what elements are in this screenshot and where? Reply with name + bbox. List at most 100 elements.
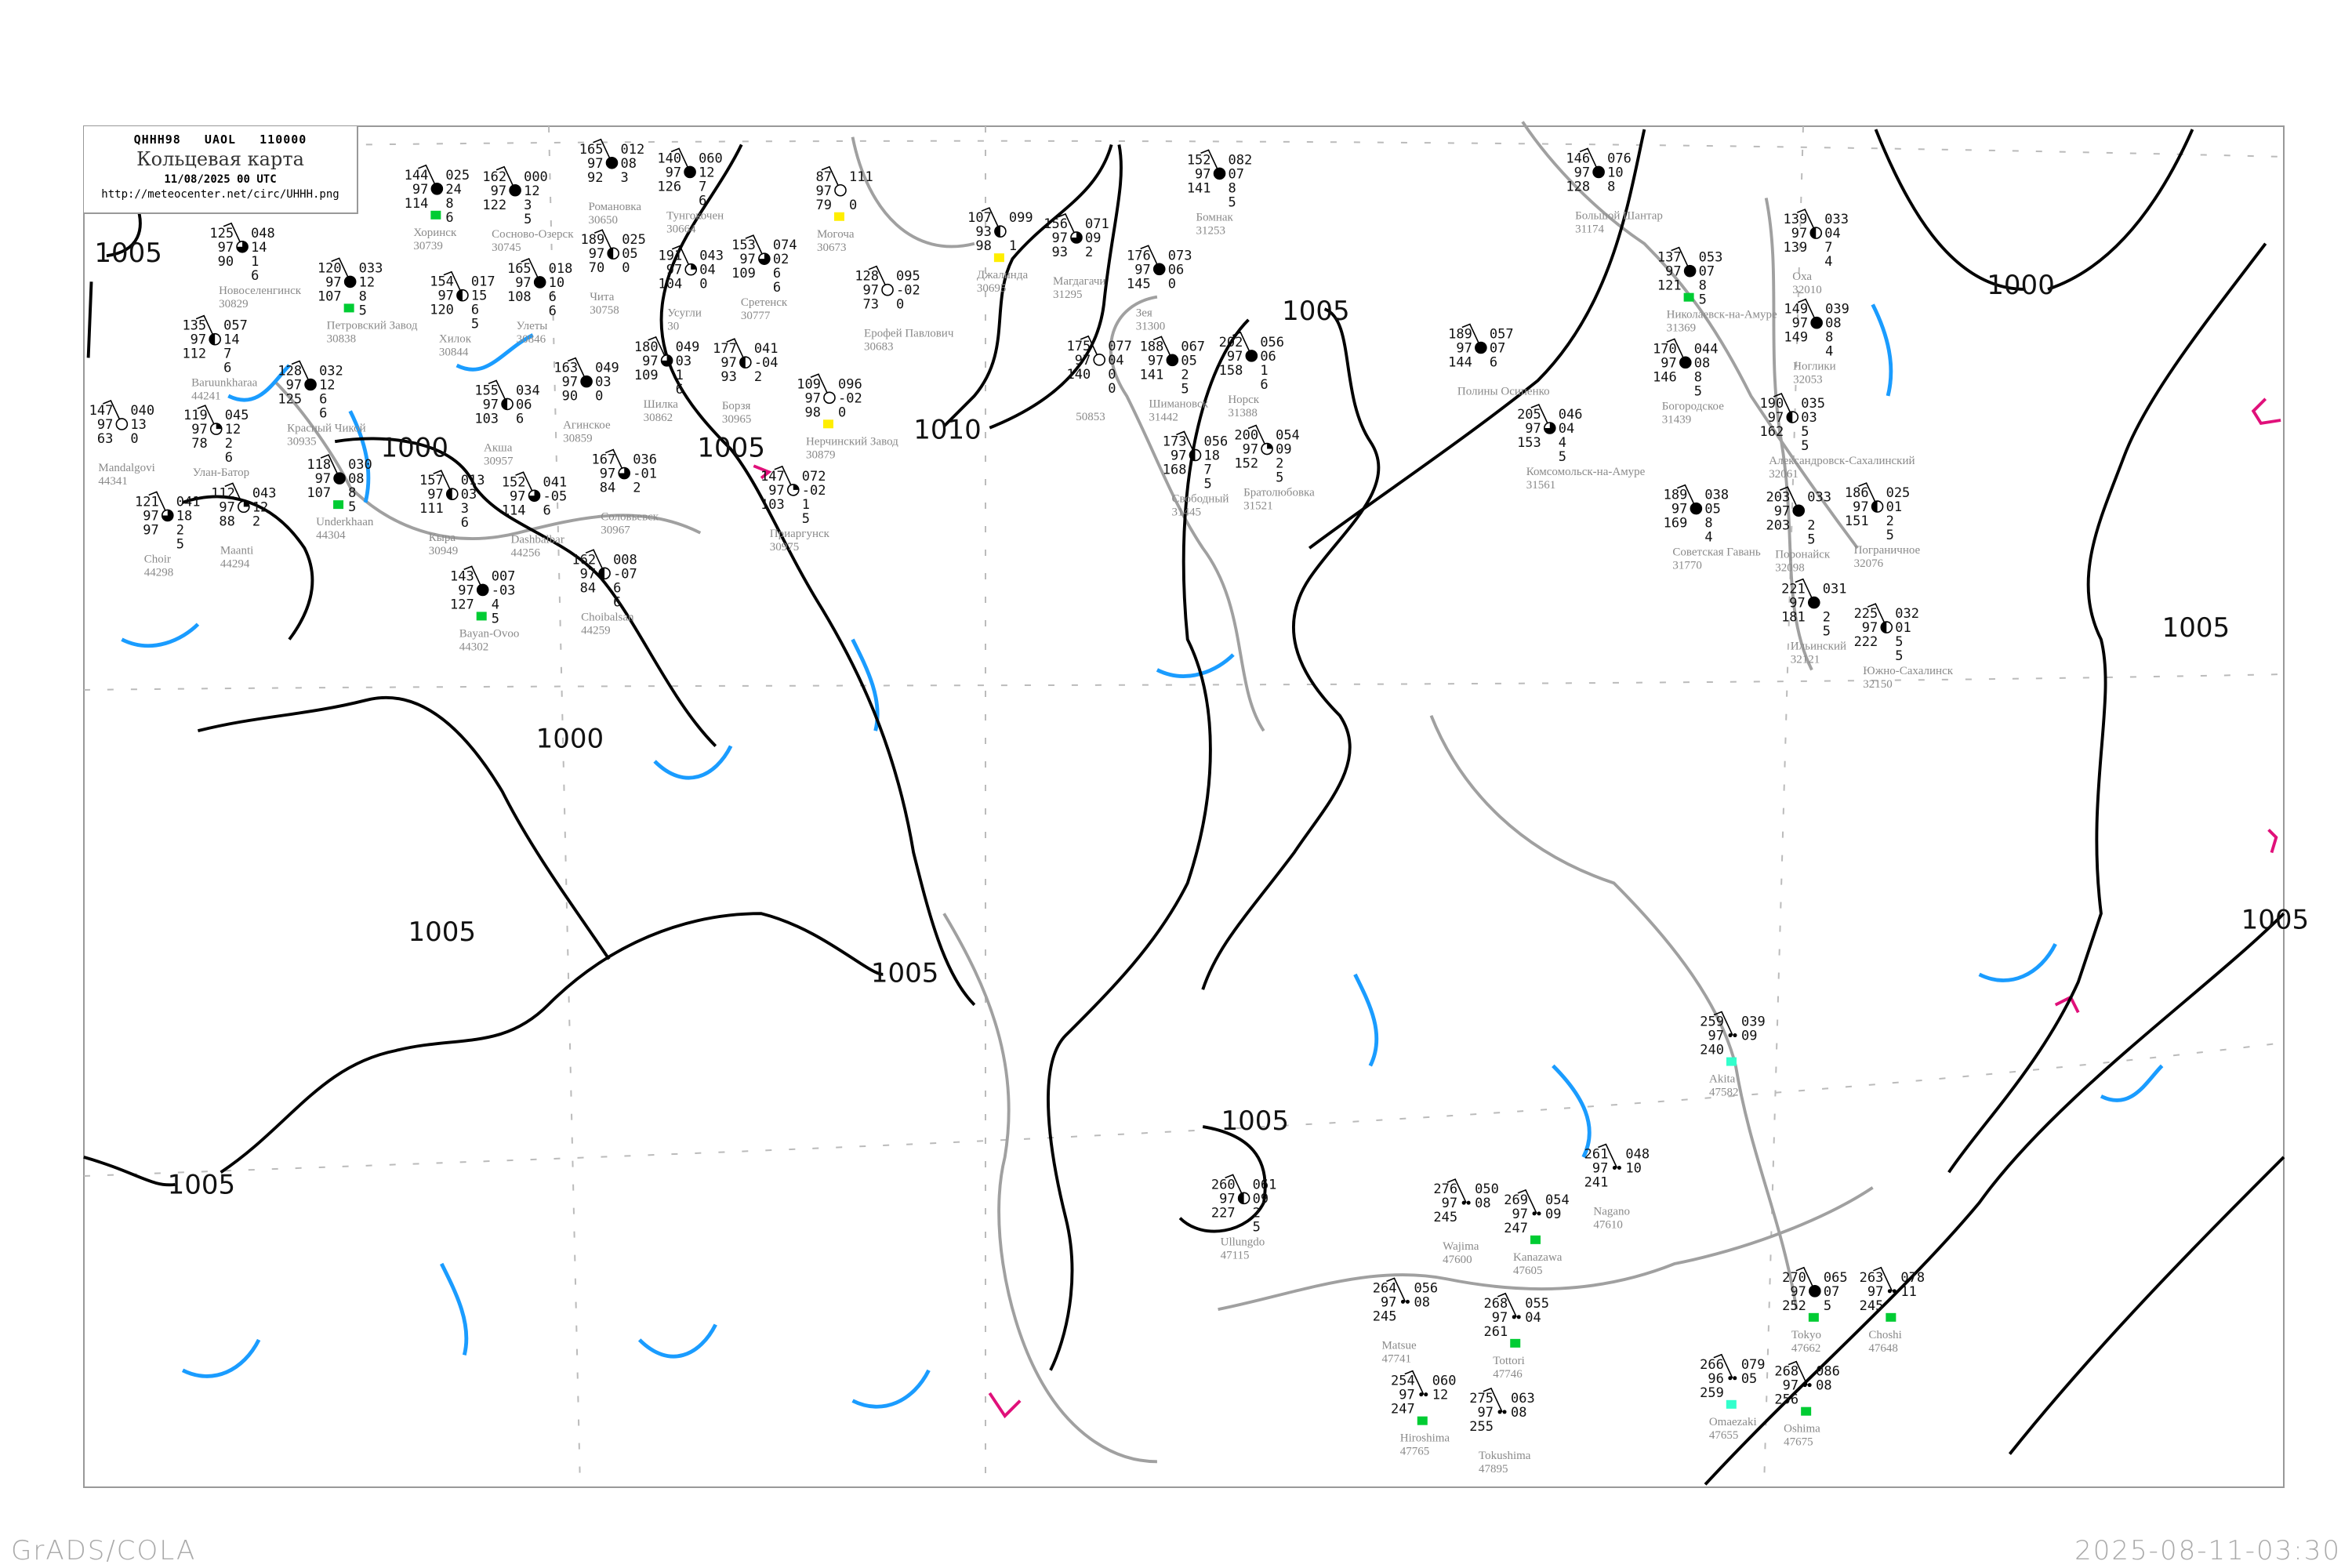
- station-cloud-height: 5: [1807, 532, 1815, 547]
- cloud-cover-full-icon: [1792, 504, 1806, 517]
- station-id: 44304: [316, 529, 346, 542]
- station-name: Нерчинский Завод: [806, 435, 898, 448]
- wind-barb-icon: [1671, 246, 1691, 272]
- station-pressure: 040: [130, 403, 154, 419]
- observation-marker: [1530, 1235, 1541, 1244]
- station-name: Сретенск: [741, 296, 788, 309]
- station-cloud-low: 2: [1181, 367, 1189, 383]
- station-visibility: 97: [587, 156, 603, 172]
- station-dewpoint: 98: [804, 405, 820, 420]
- station-name: Tokyo: [1791, 1329, 1821, 1341]
- station-id: 32053: [1793, 374, 1823, 387]
- station-pressure: 048: [251, 226, 275, 241]
- station-pressure: 008: [613, 552, 637, 568]
- station-cloud-low: 8: [1694, 369, 1702, 385]
- wind-barb-icon: [670, 147, 691, 172]
- station-cloud-low: 4: [1559, 435, 1566, 451]
- station-dewpoint: 139: [1784, 240, 1808, 256]
- station-id: 30664: [666, 223, 696, 235]
- station-temperature: 165: [507, 261, 532, 277]
- station-pressure: 054: [1276, 428, 1300, 444]
- station-name: Хоринск: [413, 227, 457, 239]
- station-pressure: 033: [359, 260, 383, 276]
- station-plot[interactable]: 190971620350355Александровск-Сахалинский…: [1760, 393, 1915, 481]
- source-url[interactable]: http://meteocenter.net/circ/UHHH.png: [101, 188, 339, 201]
- station-tendency: 14: [223, 332, 239, 348]
- station-tendency: 04: [1108, 353, 1123, 368]
- station-visibility: 97: [815, 183, 831, 199]
- wind-barb-icon: [331, 257, 351, 282]
- station-temperature: 225: [1854, 606, 1878, 622]
- station-visibility: 97: [515, 275, 531, 291]
- station-cloud-low: 4: [492, 597, 499, 612]
- cloud-cover-quarter-icon: [1261, 442, 1273, 456]
- station-name: Ерофей Павлович: [864, 328, 954, 340]
